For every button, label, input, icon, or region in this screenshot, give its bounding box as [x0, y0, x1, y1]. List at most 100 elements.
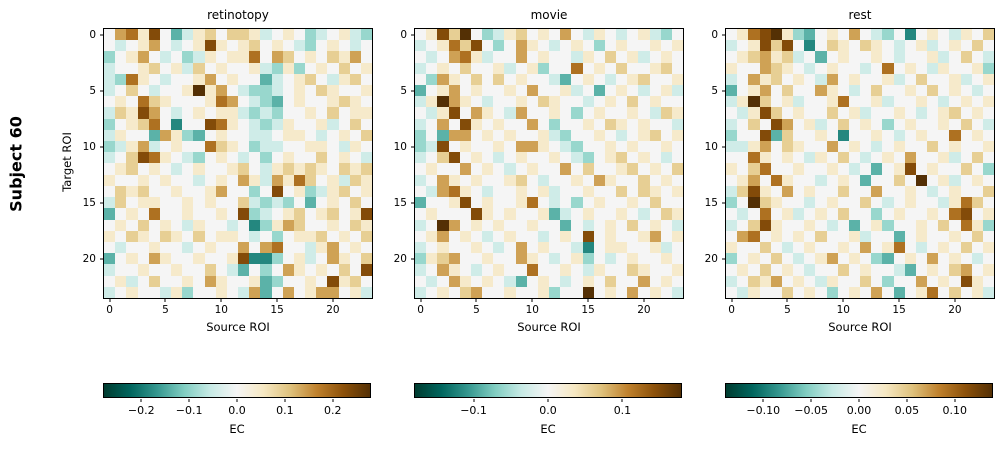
heatmap-cell	[338, 96, 350, 108]
heatmap-cell	[171, 152, 183, 164]
x-tick-label: 0	[106, 304, 113, 316]
heatmap-cell	[260, 51, 272, 63]
heatmap-cell	[904, 185, 916, 198]
heatmap-cell	[515, 85, 527, 97]
heatmap-cell	[627, 152, 639, 164]
heatmap-cell	[148, 219, 160, 231]
heatmap-cell	[137, 185, 149, 198]
heatmap-cell	[904, 96, 916, 108]
y-tick-mark	[722, 258, 726, 260]
heatmap-cell	[204, 85, 216, 97]
heatmap-cell	[882, 73, 894, 86]
heatmap-cell	[793, 129, 805, 142]
heatmap-cell	[504, 219, 516, 231]
heatmap-cell	[271, 163, 283, 175]
heatmap-cell	[982, 286, 994, 298]
heatmap-cell	[526, 275, 538, 287]
heatmap-cell	[549, 152, 561, 164]
heatmap-cell	[616, 29, 628, 41]
heatmap-cell	[938, 275, 950, 287]
heatmap-cell	[904, 241, 916, 254]
heatmap-cell	[748, 185, 760, 198]
heatmap-cell	[159, 73, 171, 86]
heatmap-cell	[871, 286, 883, 298]
heatmap-cell	[938, 51, 950, 63]
heatmap-cell	[938, 29, 950, 41]
heatmap-cell	[104, 29, 116, 41]
heatmap-cell	[737, 230, 749, 242]
heatmap-cell	[470, 275, 482, 287]
heatmap-cell	[860, 107, 872, 119]
heatmap-cell	[793, 107, 805, 119]
heatmap-cell	[671, 219, 683, 231]
heatmap-cell	[560, 129, 572, 142]
heatmap-cell	[482, 286, 494, 298]
heatmap-cell	[171, 29, 183, 41]
colorbar-tick-label: 0.05	[894, 404, 920, 417]
heatmap-cell	[815, 241, 827, 254]
heatmap-cell	[604, 62, 616, 74]
heatmap-cell	[770, 208, 782, 220]
heatmap-cell	[349, 107, 361, 119]
heatmap-cell	[526, 253, 538, 265]
heatmap-cell	[182, 51, 194, 63]
heatmap-cell	[349, 230, 361, 242]
heatmap-cell	[938, 219, 950, 231]
heatmap-cell	[271, 141, 283, 153]
heatmap-cell	[115, 73, 127, 86]
heatmap-cell	[448, 62, 460, 74]
heatmap-cell	[593, 163, 605, 175]
heatmap-cell	[737, 286, 749, 298]
heatmap-cell	[493, 208, 505, 220]
heatmap-cell	[104, 241, 116, 254]
heatmap-cell	[982, 152, 994, 164]
heatmap-cell	[826, 286, 838, 298]
heatmap-cell	[137, 264, 149, 276]
heatmap-cell	[148, 129, 160, 142]
heatmap-cell	[781, 40, 793, 52]
heatmap-cell	[238, 241, 250, 254]
heatmap-cell	[871, 253, 883, 265]
heatmap-cell	[593, 40, 605, 52]
colorbar-tick-label: 0.10	[942, 404, 967, 417]
heatmap-cell	[770, 107, 782, 119]
colorbar-tick-label: 0.2	[323, 404, 342, 417]
heatmap-cell	[949, 96, 961, 108]
heatmap-cell	[193, 275, 205, 287]
heatmap-cell	[493, 230, 505, 242]
x-tick-label: 15	[892, 304, 906, 316]
heatmap-cell	[137, 118, 149, 130]
heatmap-cell	[882, 286, 894, 298]
heatmap-cell	[305, 96, 317, 108]
heatmap-cell	[826, 85, 838, 97]
heatmap-cell	[971, 118, 983, 130]
heatmap-cell	[638, 197, 650, 209]
heatmap-cell	[305, 174, 317, 186]
heatmap-cell	[504, 197, 516, 209]
heatmap-cell	[671, 264, 683, 276]
y-tick-mark	[411, 34, 415, 36]
heatmap-cell	[960, 152, 972, 164]
heatmap-cell	[560, 174, 572, 186]
heatmap-cell	[660, 29, 672, 41]
heatmap-cell	[426, 253, 438, 265]
heatmap-cell	[459, 107, 471, 119]
heatmap-cell	[470, 197, 482, 209]
heatmap-cell	[671, 129, 683, 142]
heatmap-cell	[171, 219, 183, 231]
heatmap-cell	[938, 241, 950, 254]
heatmap-cell	[327, 152, 339, 164]
heatmap-cell	[571, 197, 583, 209]
heatmap-cell	[426, 96, 438, 108]
heatmap-cell	[582, 29, 594, 41]
heatmap-cell	[826, 29, 838, 41]
heatmap-cell	[215, 230, 227, 242]
heatmap-cell	[860, 275, 872, 287]
heatmap-cell	[960, 241, 972, 254]
heatmap-cell	[415, 107, 427, 119]
heatmap-cell	[104, 129, 116, 142]
heatmap-cell	[638, 286, 650, 298]
heatmap-cell	[549, 51, 561, 63]
heatmap-cell	[238, 174, 250, 186]
heatmap-cell	[459, 152, 471, 164]
